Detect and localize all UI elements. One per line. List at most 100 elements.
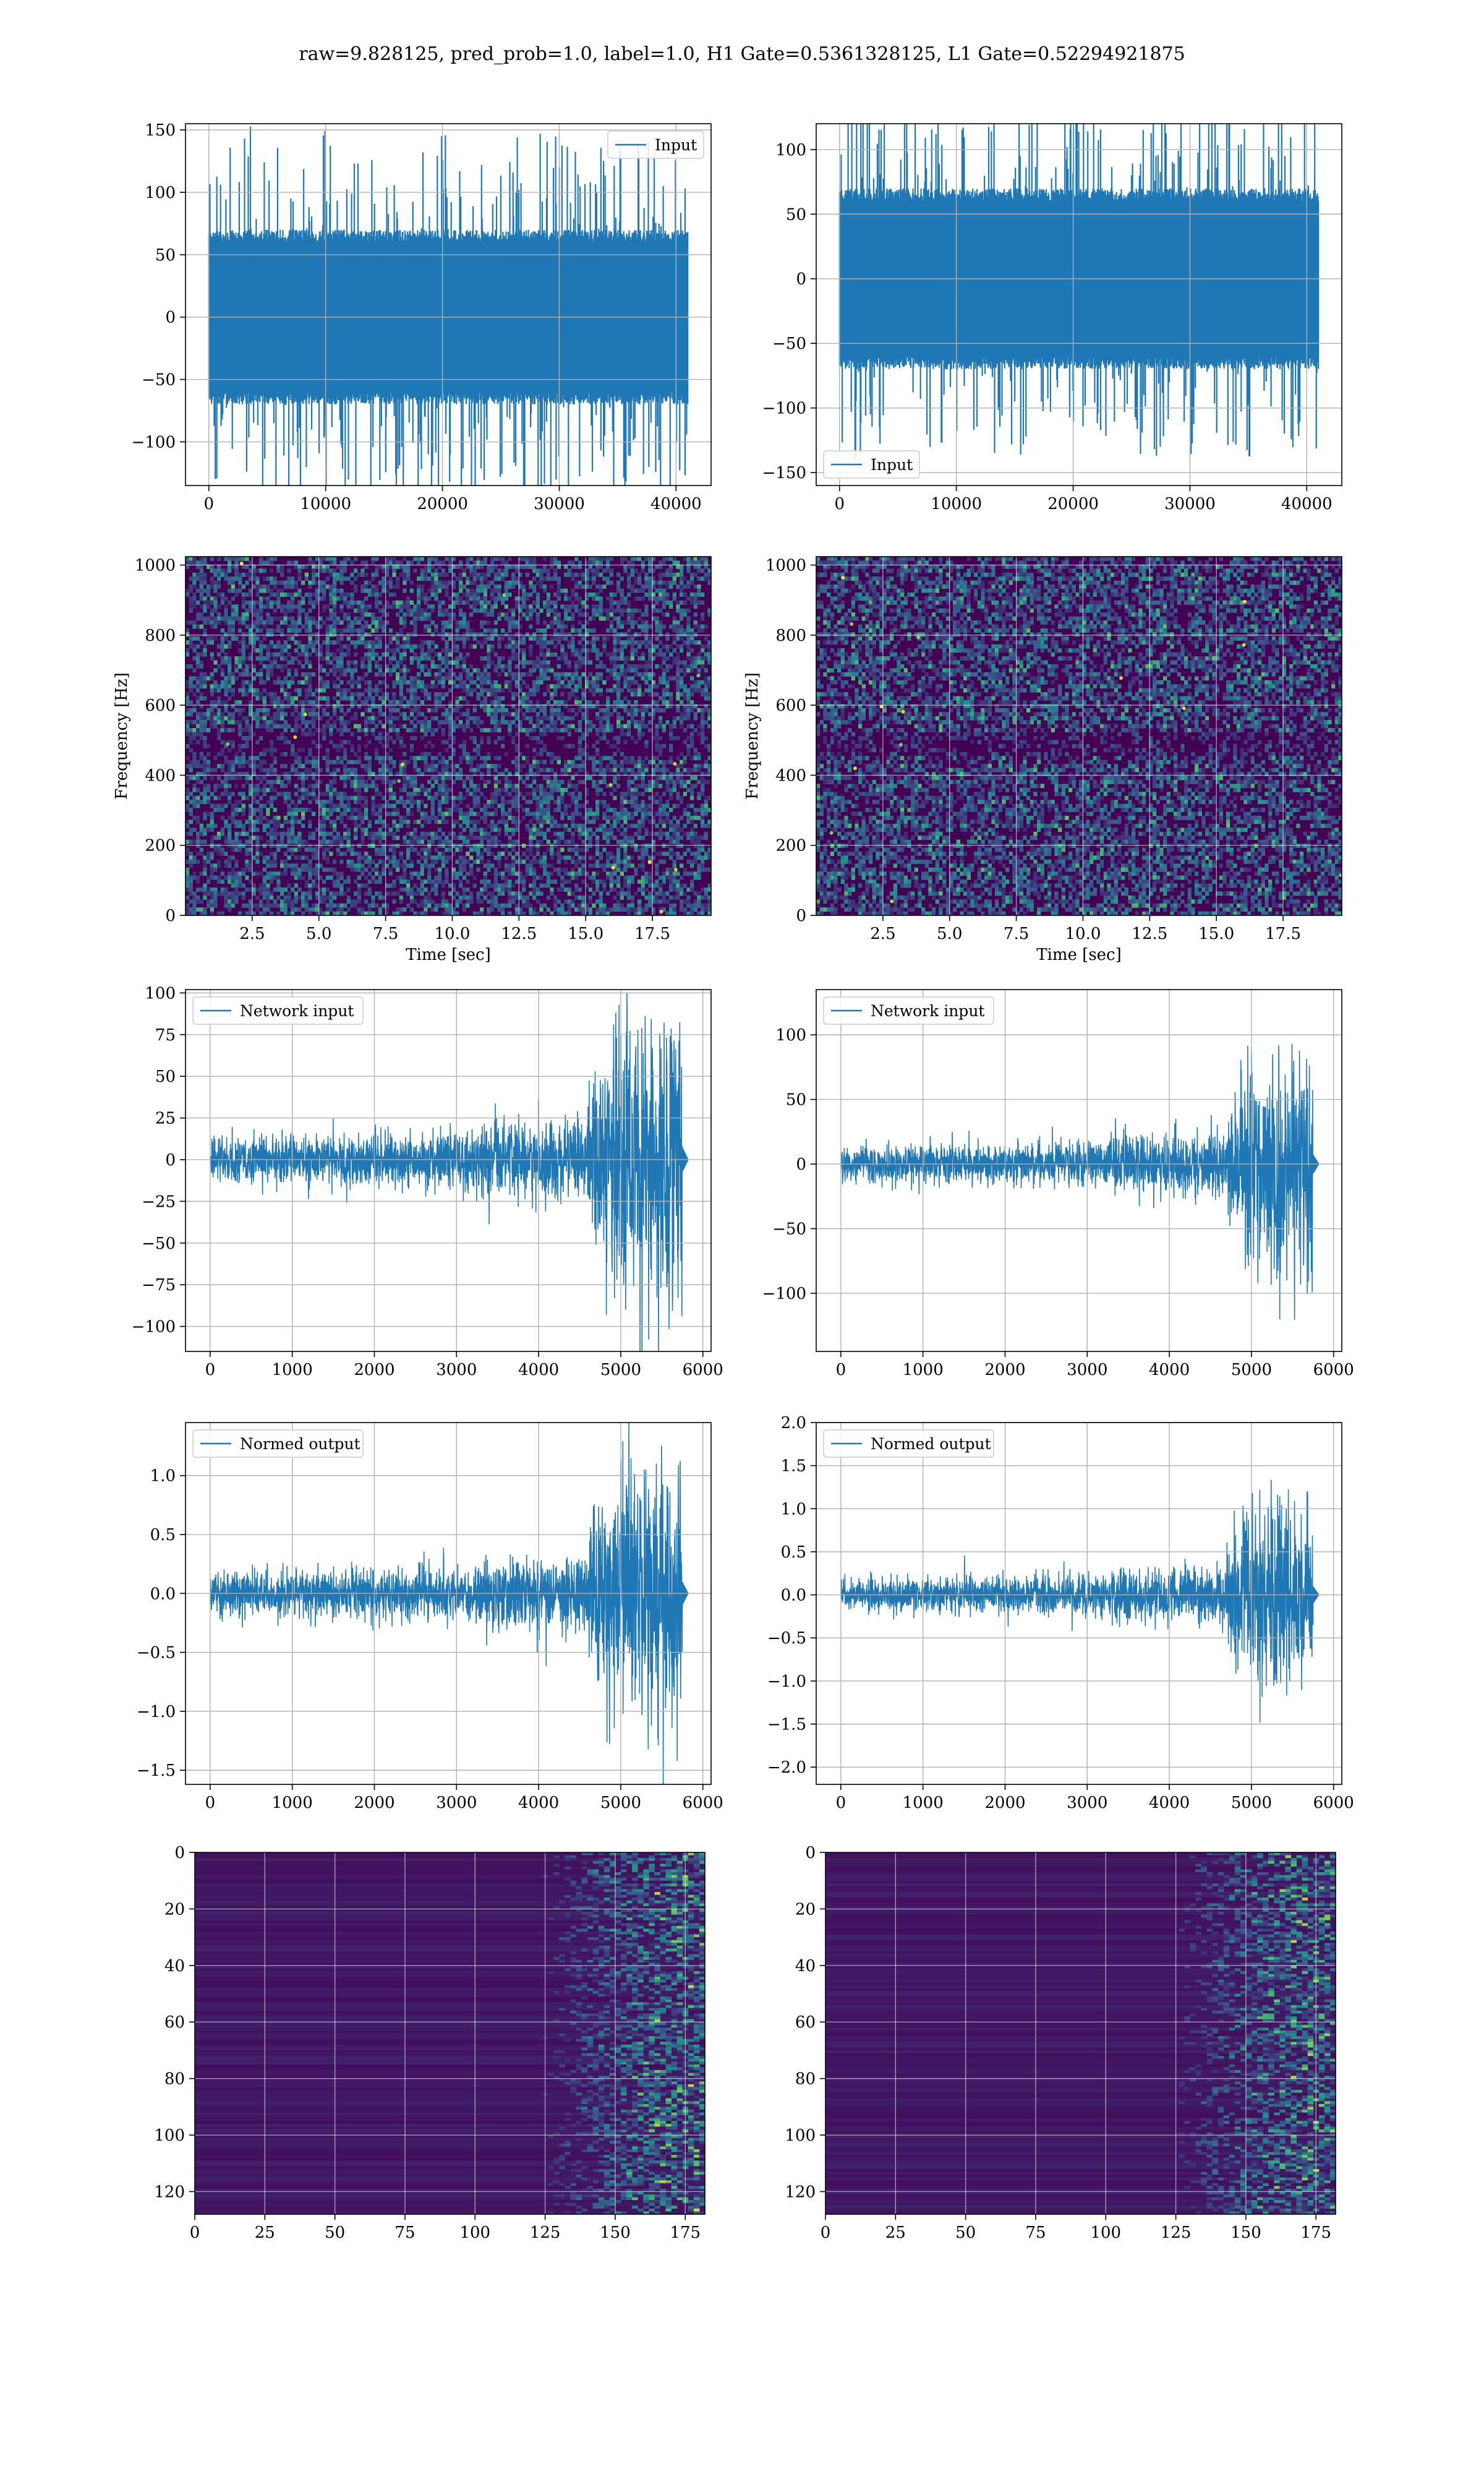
heatmap-cell <box>466 672 470 677</box>
heatmap-cell <box>333 560 337 565</box>
heatmap-cell <box>434 584 438 589</box>
heatmap-cell <box>301 787 305 792</box>
heatmap-cell <box>276 628 281 633</box>
heatmap-cell <box>462 624 466 629</box>
heatmap-cell <box>459 800 463 805</box>
heatmap-cell <box>276 724 281 729</box>
heatmap-cell <box>357 795 361 800</box>
heatmap-cell <box>399 564 403 569</box>
heatmap-cell <box>382 608 386 613</box>
heatmap-cell <box>364 787 369 792</box>
heatmap-cell <box>514 620 519 625</box>
heatmap-cell <box>413 656 417 661</box>
heatmap-cell <box>203 600 207 605</box>
heatmap-cell <box>578 600 582 605</box>
heatmap-cell <box>228 764 232 769</box>
heatmap-cell <box>217 652 221 657</box>
heatmap-cell <box>501 628 505 633</box>
heatmap-cell <box>339 696 344 701</box>
heatmap-cell <box>213 795 218 800</box>
heatmap-cell <box>445 776 449 781</box>
heatmap-cell <box>497 720 501 725</box>
heatmap-cell <box>504 644 508 649</box>
heatmap-cell <box>571 652 575 657</box>
heatmap-cell <box>420 736 424 740</box>
heatmap-cell <box>592 724 596 729</box>
heatmap-cell <box>623 704 628 709</box>
heatmap-cell <box>546 795 550 800</box>
heatmap-cell <box>659 676 663 681</box>
heatmap-cell <box>707 572 711 577</box>
heatmap-cell <box>346 680 351 685</box>
heatmap-cell <box>518 728 522 733</box>
heatmap-cell <box>487 568 491 573</box>
heatmap-cell <box>651 672 655 677</box>
heatmap-cell <box>532 704 537 709</box>
heatmap-cell <box>189 600 193 605</box>
heatmap-cell <box>543 576 547 581</box>
heatmap-cell <box>693 560 697 565</box>
heatmap-cell <box>599 560 603 565</box>
heatmap-cell <box>701 779 705 784</box>
heatmap-cell <box>413 724 417 729</box>
heatmap-cell <box>522 660 526 665</box>
heatmap-cell <box>329 624 333 629</box>
heatmap-cell <box>490 636 495 641</box>
heatmap-cell <box>322 620 326 625</box>
heatmap-cell <box>273 704 277 709</box>
heatmap-cell <box>297 652 302 657</box>
heatmap-cell <box>280 724 284 729</box>
heatmap-cell <box>241 596 245 601</box>
heatmap-cell <box>638 624 642 629</box>
heatmap-cell <box>304 576 309 581</box>
heatmap-cell <box>564 676 568 681</box>
heatmap-cell <box>234 576 239 581</box>
heatmap-cell <box>550 640 554 645</box>
heatmap-cell <box>609 612 613 617</box>
heatmap-cell <box>186 743 190 748</box>
heatmap-cell <box>501 772 505 776</box>
heatmap-cell <box>535 616 540 621</box>
heatmap-cell <box>413 616 417 621</box>
heatmap-cell <box>680 676 684 681</box>
heatmap-cell <box>595 760 600 764</box>
heatmap-cell <box>396 716 400 721</box>
heatmap-cell <box>357 748 361 753</box>
heatmap-cell <box>354 652 358 657</box>
heatmap-cell <box>252 664 256 669</box>
heatmap-cell <box>648 648 652 653</box>
heatmap-cell <box>644 628 649 633</box>
heatmap-cell <box>388 756 393 761</box>
heatmap-cell <box>333 580 337 585</box>
heatmap-cell <box>434 716 438 721</box>
heatmap-cell <box>648 588 652 593</box>
heatmap-cell <box>623 608 628 613</box>
heatmap-cell <box>266 712 270 717</box>
heatmap-cell <box>312 740 316 745</box>
heatmap-cell <box>315 768 319 773</box>
heatmap-cell <box>304 724 309 729</box>
heatmap-cell <box>375 624 379 629</box>
heatmap-cell <box>339 688 344 693</box>
heatmap-cell <box>525 660 529 665</box>
heatmap-cell <box>343 652 348 657</box>
heatmap-cell <box>581 716 586 721</box>
heatmap-cell <box>602 736 607 740</box>
heatmap-cell <box>672 716 676 721</box>
heatmap-cell <box>375 600 379 605</box>
heatmap-cell <box>487 756 491 761</box>
heatmap-cell <box>574 648 579 653</box>
heatmap-cell <box>427 768 432 773</box>
heatmap-cell <box>255 764 260 769</box>
heatmap-cell <box>325 704 330 709</box>
heatmap-cell <box>648 652 652 657</box>
heatmap-cell <box>217 776 221 781</box>
heatmap-cell <box>375 584 379 589</box>
heatmap-cell <box>585 743 589 748</box>
heatmap-cell <box>571 588 575 593</box>
heatmap-cell <box>585 632 589 637</box>
heatmap-cell <box>550 560 554 565</box>
heatmap-cell <box>606 628 610 633</box>
heatmap-cell <box>676 600 680 605</box>
heatmap-cell <box>504 712 508 717</box>
